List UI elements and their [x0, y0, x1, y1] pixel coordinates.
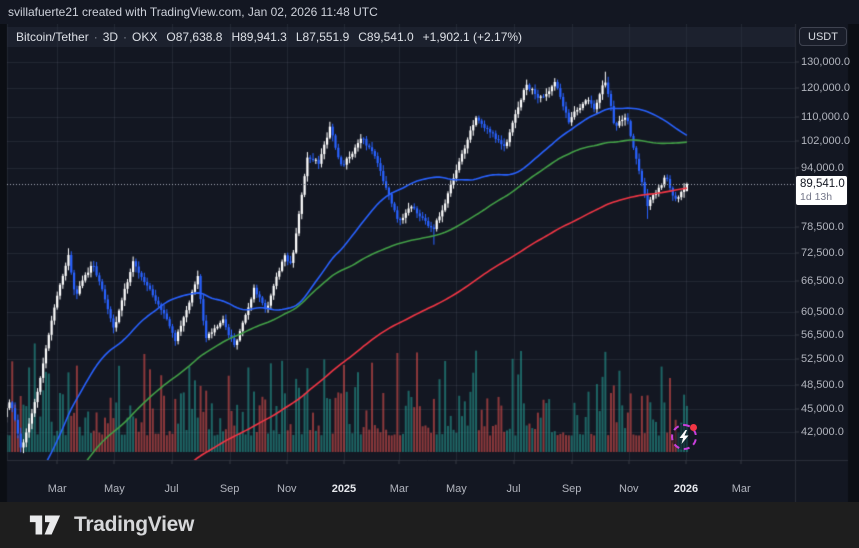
currency-toggle-usdt[interactable]: USDT — [799, 27, 847, 46]
notification-dot — [690, 424, 697, 431]
time-tick-label: Jul — [506, 483, 521, 495]
close-value: C89,541.0 — [358, 30, 414, 44]
lightning-icon — [679, 430, 689, 444]
chart-legend: Bitcoin/Tether · 3D · OKX O87,638.8 H89,… — [7, 27, 795, 47]
price-tick-label: 130,000.0 — [801, 55, 850, 68]
time-tick-label: May — [103, 483, 125, 495]
price-tick-label: 52,500.0 — [801, 352, 844, 365]
time-tick-label: May — [445, 483, 467, 495]
price-tick-label: 72,500.0 — [801, 247, 844, 260]
time-tick-label: Sep — [561, 483, 582, 495]
time-tick-label: Nov — [277, 483, 297, 495]
price-tick-label: 102,000.0 — [801, 135, 850, 148]
time-tick-label: 2026 — [673, 483, 699, 495]
high-value: H89,941.3 — [231, 30, 287, 44]
low-value: L87,551.9 — [295, 30, 350, 44]
time-tick-label: Mar — [47, 483, 67, 495]
interval-label[interactable]: 3D — [102, 30, 119, 44]
price-tick-label: 78,500.0 — [801, 221, 844, 234]
price-tick-label: 60,500.0 — [801, 306, 844, 319]
legend-separator: · — [123, 30, 128, 44]
time-tick-label: Mar — [389, 483, 409, 495]
time-tick-label: Sep — [219, 483, 240, 495]
legend-separator: · — [93, 30, 98, 44]
footer-bar: TradingView — [0, 502, 859, 548]
tradingview-logo-mark — [29, 515, 61, 535]
time-tick-label: Mar — [731, 483, 751, 495]
price-tick-label: 94,000.0 — [801, 162, 844, 175]
price-tick-label: 56,500.0 — [801, 328, 844, 341]
tradingview-logo[interactable]: TradingView — [28, 511, 194, 539]
change-value: +1,902.1 (+2.17%) — [422, 30, 523, 44]
price-tick-label: 120,000.0 — [801, 82, 850, 95]
symbol-name[interactable]: Bitcoin/Tether — [16, 30, 89, 44]
attribution-bar: svillafuerte21 created with TradingView.… — [0, 0, 859, 24]
exchange-label[interactable]: OKX — [132, 30, 158, 44]
last-price-value: 89,541.0 — [800, 178, 845, 191]
price-tick-label: 66,500.0 — [801, 275, 844, 288]
bar-countdown: 1d 13h — [800, 191, 833, 204]
open-value: O87,638.8 — [166, 30, 223, 44]
chart-region: Bitcoin/Tether · 3D · OKX O87,638.8 H89,… — [0, 24, 859, 502]
tradingview-wordmark: TradingView — [74, 513, 195, 536]
attribution-text: svillafuerte21 created with TradingView.… — [8, 5, 378, 19]
price-tick-label: 42,000.0 — [801, 425, 844, 438]
last-price-badge: 89,541.0 1d 13h — [796, 176, 847, 206]
time-tick-label: Jul — [164, 483, 179, 495]
price-tick-label: 110,000.0 — [801, 110, 850, 123]
time-tick-label: Nov — [619, 483, 639, 495]
price-tick-label: 45,000.0 — [801, 403, 844, 416]
boost-button[interactable] — [671, 424, 697, 450]
time-tick-label: 2025 — [331, 483, 357, 495]
price-chart-canvas[interactable] — [0, 24, 859, 502]
price-tick-label: 48,500.0 — [801, 378, 844, 391]
